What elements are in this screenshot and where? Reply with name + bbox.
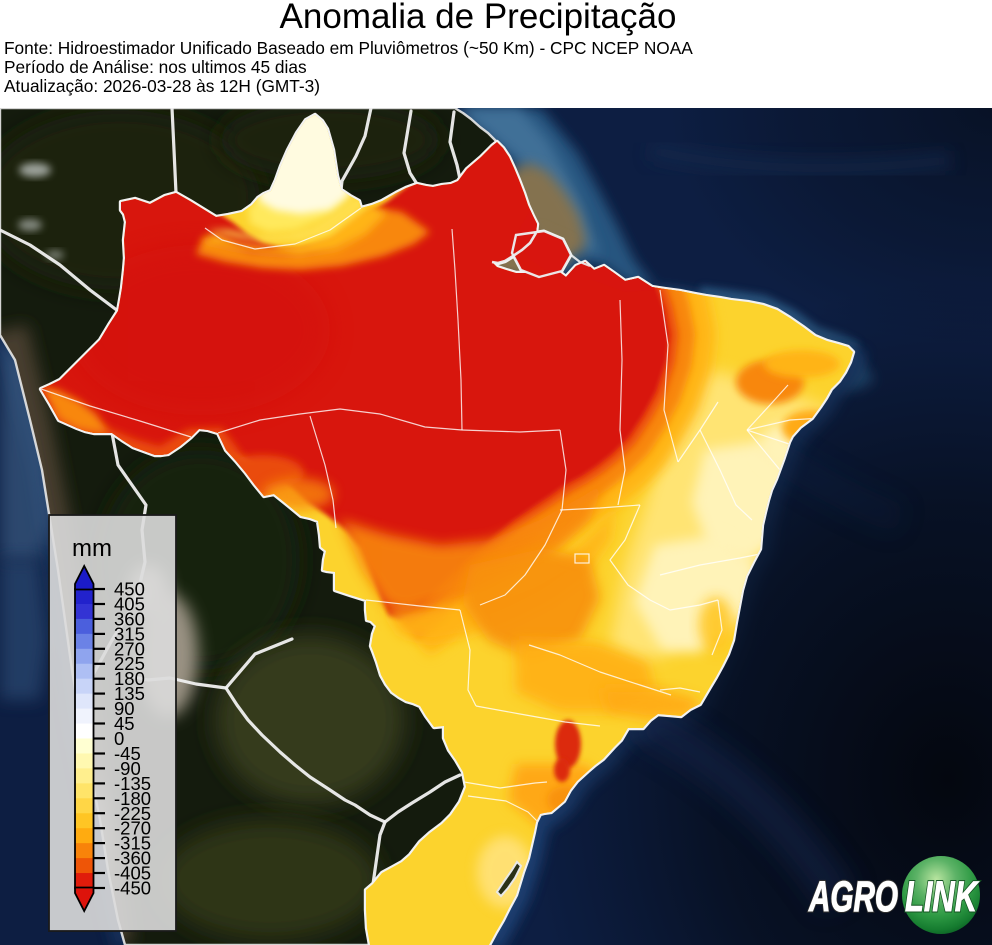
svg-text:-45: -45 [114, 743, 141, 764]
svg-text:0: 0 [114, 728, 124, 749]
svg-text:405: 405 [114, 594, 145, 615]
svg-text:360: 360 [114, 608, 145, 629]
svg-text:mm: mm [72, 535, 112, 562]
svg-text:90: 90 [114, 698, 135, 719]
svg-text:AGRO: AGRO [808, 873, 898, 921]
svg-text:45: 45 [114, 713, 135, 734]
svg-text:LINK: LINK [905, 873, 979, 921]
svg-text:225: 225 [114, 653, 145, 674]
svg-text:180: 180 [114, 668, 145, 689]
svg-text:-270: -270 [114, 818, 151, 839]
svg-text:450: 450 [114, 579, 145, 600]
svg-text:-180: -180 [114, 788, 151, 809]
svg-text:-225: -225 [114, 803, 151, 824]
svg-text:-360: -360 [114, 848, 151, 869]
svg-text:135: 135 [114, 683, 145, 704]
svg-text:-315: -315 [114, 833, 151, 854]
svg-text:315: 315 [114, 623, 145, 644]
svg-text:AGRO: AGRO [808, 873, 898, 921]
svg-text:-90: -90 [114, 758, 141, 779]
svg-text:-405: -405 [114, 863, 151, 884]
svg-text:-450: -450 [114, 878, 151, 899]
svg-text:LINK: LINK [905, 873, 979, 921]
svg-text:270: 270 [114, 638, 145, 659]
svg-text:-135: -135 [114, 773, 151, 794]
